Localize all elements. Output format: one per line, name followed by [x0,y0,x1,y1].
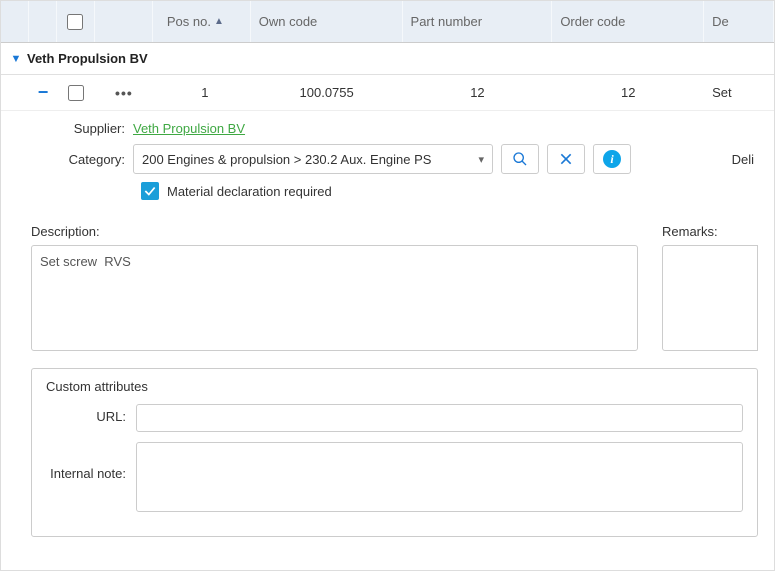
chevron-down-icon: ▾ [478,153,484,166]
material-declaration-checkbox[interactable] [141,182,159,200]
cell-desc-short: Set [704,75,774,110]
detail-panel: Supplier: Veth Propulsion BV Category: 2… [1,111,774,224]
table-row[interactable]: − ••• 1 100.0755 12 12 Set [1,75,774,111]
col-header-pos[interactable]: Pos no. ▲ [153,1,251,42]
category-info-button[interactable]: i [593,144,631,174]
row-checkbox[interactable] [68,85,84,101]
col-label-part: Part number [411,14,483,29]
cell-order-code: 12 [552,75,704,110]
select-all-checkbox[interactable] [67,14,83,30]
description-block: Description: [31,224,638,354]
material-declaration-label: Material declaration required [167,184,332,199]
collapse-row-icon[interactable]: − [38,82,49,103]
internal-note-textarea[interactable] [136,442,743,512]
row-collapse-cell: − [29,75,57,110]
material-declaration-row: Material declaration required [141,182,758,200]
col-header-description[interactable]: De [704,1,774,42]
header-actions-col [95,1,153,42]
url-input[interactable] [136,404,743,432]
internal-note-row: Internal note: [46,442,743,512]
category-value: 200 Engines & propulsion > 230.2 Aux. En… [142,152,431,167]
remarks-textarea[interactable] [662,245,758,351]
cell-own-code: 100.0755 [251,75,403,110]
category-select[interactable]: 200 Engines & propulsion > 230.2 Aux. En… [133,144,493,174]
col-label-desc: De [712,14,729,29]
search-category-button[interactable] [501,144,539,174]
cell-part-number: 12 [403,75,553,110]
custom-attributes-panel: Custom attributes URL: Internal note: [31,368,758,537]
collapse-group-icon[interactable]: ▼ [7,53,25,65]
supplier-link[interactable]: Veth Propulsion BV [133,121,245,136]
remarks-block: Remarks: [662,224,758,354]
internal-note-label: Internal note: [46,442,136,481]
check-icon [143,184,157,198]
row-actions-cell: ••• [95,75,153,110]
col-header-part-number[interactable]: Part number [403,1,553,42]
col-header-order-code[interactable]: Order code [552,1,704,42]
custom-attributes-title: Custom attributes [46,379,743,394]
group-row[interactable]: ▼ Veth Propulsion BV [1,43,774,75]
supplier-row: Supplier: Veth Propulsion BV [63,121,758,136]
row-indent [1,75,29,110]
clear-category-button[interactable] [547,144,585,174]
url-row: URL: [46,404,743,432]
remarks-label: Remarks: [662,224,758,239]
cell-pos: 1 [153,75,251,110]
description-label: Description: [31,224,638,239]
category-label: Category: [63,152,133,167]
url-label: URL: [46,404,136,424]
category-row: Category: 200 Engines & propulsion > 230… [63,144,758,174]
header-expand-col [1,1,29,42]
delivery-label-partial: Deli [732,152,758,167]
header-checkbox-cell [57,1,95,42]
col-label-own: Own code [259,14,318,29]
close-icon [558,151,574,167]
table-header: Pos no. ▲ Own code Part number Order cod… [1,1,774,43]
description-textarea[interactable] [31,245,638,351]
info-icon: i [603,150,621,168]
supplier-label: Supplier: [63,121,133,136]
col-label-pos: Pos no. [167,14,211,29]
col-header-own-code[interactable]: Own code [251,1,403,42]
row-actions-menu-icon[interactable]: ••• [115,85,133,101]
col-label-order: Order code [560,14,625,29]
sort-asc-icon: ▲ [214,16,224,27]
search-icon [512,151,528,167]
row-checkbox-cell [57,75,95,110]
header-expand2-col [29,1,57,42]
group-title: Veth Propulsion BV [27,51,148,66]
description-section: Description: Remarks: [1,224,774,368]
